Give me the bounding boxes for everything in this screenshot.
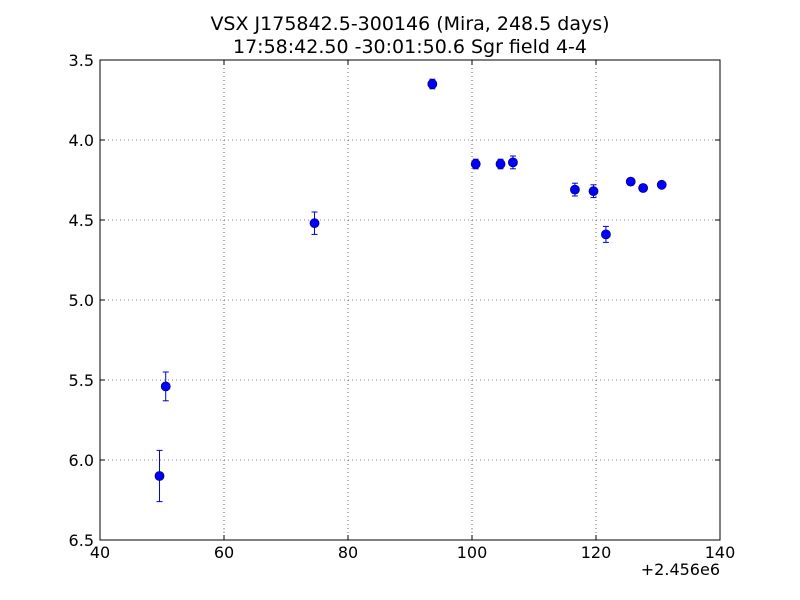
plot-frame — [99, 59, 721, 541]
y-tick-label: 3.5 — [69, 51, 94, 70]
x-tick-label: 120 — [581, 543, 612, 562]
x-tick-label: 80 — [338, 543, 358, 562]
chart-title: VSX J175842.5-300146 (Mira, 248.5 days) — [210, 13, 609, 35]
data-point — [570, 184, 580, 195]
y-tick-label: 6.0 — [69, 451, 94, 470]
data-point — [154, 471, 165, 481]
y-tick-label: 5.0 — [69, 291, 94, 310]
data-point — [625, 176, 636, 187]
data-point — [160, 381, 171, 392]
x-tick-label: 60 — [214, 543, 234, 562]
y-tick-label: 6.5 — [69, 531, 94, 550]
data-point — [427, 79, 438, 89]
data-point — [588, 186, 599, 197]
x-offset-label: +2.456e6 — [641, 560, 720, 579]
data-points — [154, 79, 667, 481]
x-tick-label: 100 — [457, 543, 488, 562]
x-tick-label: 40 — [90, 543, 110, 562]
data-point — [656, 179, 667, 190]
data-point — [470, 159, 481, 169]
data-point — [638, 183, 649, 193]
chart-subtitle: 17:58:42.50 -30:01:50.6 Sgr field 4-4 — [233, 36, 587, 58]
tick-labels: 40 60 80 100 120 140 3.5 4.0 4.5 5.0 5.5 6.0 6.5 — [69, 51, 736, 562]
data-point — [508, 157, 518, 168]
x-tick-label: 140 — [705, 543, 736, 562]
data-point — [309, 218, 320, 229]
y-tick-label: 4.5 — [69, 211, 94, 230]
error-bars — [156, 78, 665, 503]
y-tick-label: 5.5 — [69, 371, 94, 390]
data-point — [601, 229, 611, 240]
y-tick-label: 4.0 — [69, 131, 94, 150]
data-point — [495, 159, 506, 169]
grid-lines — [100, 60, 720, 540]
